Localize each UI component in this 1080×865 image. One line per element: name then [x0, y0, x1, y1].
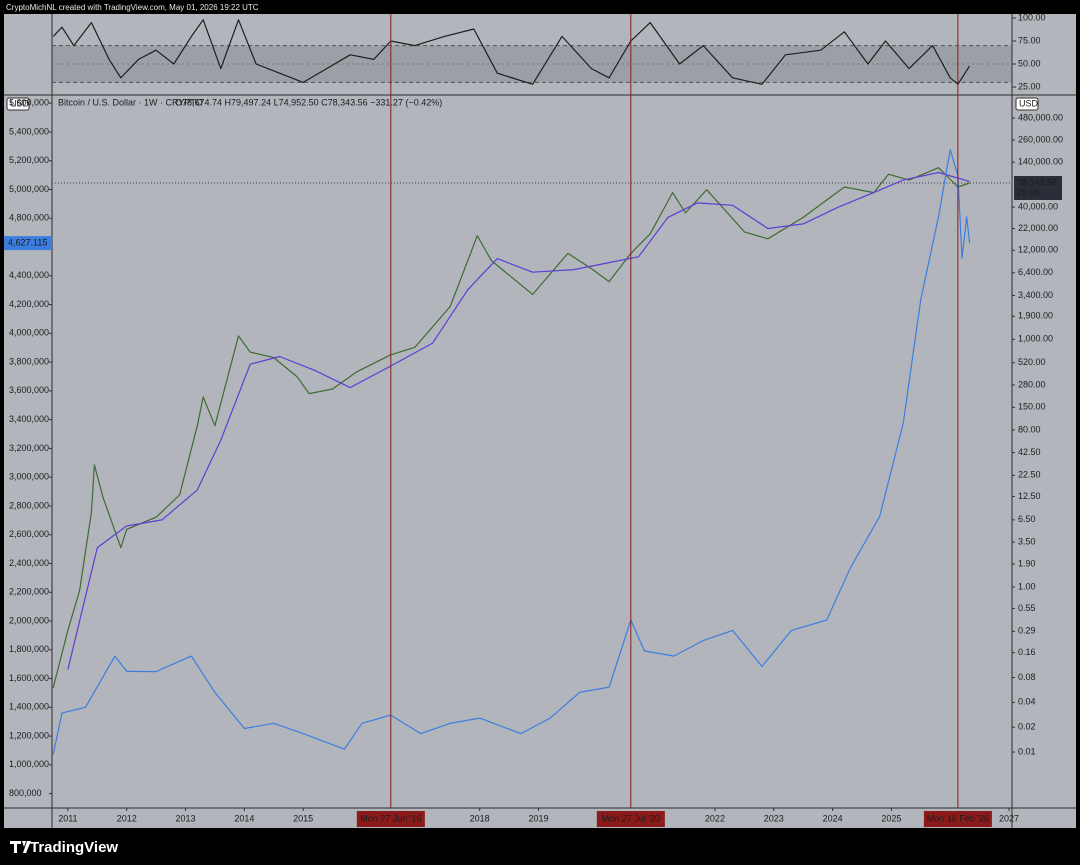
x-tick-label: 2014 [234, 813, 254, 823]
y2-tick-label: 6.50 [1018, 514, 1036, 524]
x-tick-label: 2015 [293, 813, 313, 823]
legend-symbol: Bitcoin / U.S. Dollar · 1W · CRYPTO [58, 97, 203, 107]
y-tick-label: 4,800,000 [9, 213, 49, 223]
date-marker-box [923, 811, 992, 827]
chart-canvas [4, 14, 1076, 828]
y2-tick-label: 0.01 [1018, 746, 1036, 756]
date-marker-label: Mon 27 Jun '16 [360, 813, 421, 823]
brand-text: TradingView [30, 839, 118, 856]
y2-tick-label: 280.00 [1018, 379, 1046, 389]
y-tick-label: 5,400,000 [9, 126, 49, 136]
y2-tick-label: 150.00 [1018, 402, 1046, 412]
y-tick-label: 2,800,000 [9, 500, 49, 510]
x-tick-label: 2024 [823, 813, 843, 823]
y2-tick-label: 6,400.00 [1018, 267, 1053, 277]
y2-tick-label: 22.50 [1018, 470, 1041, 480]
y2-tick-label: 42.50 [1018, 447, 1041, 457]
y-tick-label: 2,600,000 [9, 529, 49, 539]
y2-tick-label: 1.00 [1018, 581, 1036, 591]
y-tick-label: 1,400,000 [9, 702, 49, 712]
header-credit: CryptoMichNL created with TradingView.co… [6, 3, 259, 12]
y2-tick-label: 3,400.00 [1018, 290, 1053, 300]
y-tick-label: 50.00 [1018, 58, 1041, 68]
unit-box [6, 97, 30, 111]
y2-tick-label: 80.00 [1018, 424, 1041, 434]
footer-logo: TradingView [10, 839, 118, 856]
y-tick-label: 4,000,000 [9, 328, 49, 338]
date-marker-label: Mon 27 Jul '20 [602, 813, 660, 823]
y-tick-label: 1,800,000 [9, 644, 49, 654]
x-tick-label: 2025 [881, 813, 901, 823]
y-tick-label: 2,400,000 [9, 558, 49, 568]
x-tick-label: 2027 [999, 813, 1019, 823]
date-marker-box [356, 811, 425, 827]
y-tick-label: 1,200,000 [9, 730, 49, 740]
y-tick-label: 4,400,000 [9, 270, 49, 280]
y-tick-label: 3,400,000 [9, 414, 49, 424]
last-price-box [1014, 175, 1062, 200]
y-tick-label: 3,000,000 [9, 472, 49, 482]
x-tick-label: 2019 [528, 813, 548, 823]
y2-tick-label: 1,000.00 [1018, 334, 1053, 344]
y-tick-label: 800,000 [9, 788, 42, 798]
y-tick-label: 3,800,000 [9, 356, 49, 366]
y2-tick-label: 0.08 [1018, 672, 1036, 682]
y2-tick-label: 40,000.00 [1018, 201, 1058, 211]
y2-tick-label: 260,000.00 [1018, 134, 1063, 144]
y2-tick-label: 0.16 [1018, 647, 1036, 657]
y-tick-label: 5,600,000 [9, 98, 49, 108]
y-tick-label: 5,200,000 [9, 155, 49, 165]
y2-tick-label: 480,000.00 [1018, 112, 1063, 122]
countdown: 2d 5h [1017, 187, 1040, 197]
y-tick-label: 3,200,000 [9, 443, 49, 453]
y2-tick-label: 12,000.00 [1018, 245, 1058, 255]
y-tick-label: 3,600,000 [9, 385, 49, 395]
y2-tick-label: 22,000.00 [1018, 223, 1058, 233]
y2-tick-label: 0.55 [1018, 603, 1036, 613]
x-tick-label: 2011 [58, 813, 77, 823]
y2-unit: USD [1019, 98, 1039, 108]
series-line [52, 19, 971, 85]
x-tick-label: 2013 [176, 813, 196, 823]
y-tick-label: 75.00 [1018, 35, 1041, 45]
y-tick-label: 1,000,000 [9, 759, 49, 769]
y2-tick-label: 3.50 [1018, 536, 1036, 546]
y-tick-label: 100.00 [1018, 12, 1046, 22]
y-tick-label: 1,600,000 [9, 673, 49, 683]
series-line [52, 149, 971, 755]
y-tick-label: 25.00 [1018, 81, 1041, 91]
last-price-label: 78,343.56 [1017, 177, 1057, 187]
y-tick-label: 5,000,000 [9, 184, 49, 194]
y2-tick-label: 0.02 [1018, 722, 1036, 732]
legend-ohlc: O78,674.74 H79,497.24 L74,952.50 C78,343… [175, 97, 442, 107]
y2-tick-label: 1.90 [1018, 558, 1036, 568]
y-tick-label: 2,000,000 [9, 615, 49, 625]
last-value-label: 4,627.115 [8, 238, 47, 248]
y2-tick-label: 1,900.00 [1018, 311, 1053, 321]
x-tick-label: 2023 [764, 813, 784, 823]
unit-box [1015, 97, 1039, 111]
y2-tick-label: 12.50 [1018, 491, 1041, 501]
date-marker-label: Mon 16 Feb '26 [927, 813, 989, 823]
date-marker-box [596, 811, 665, 827]
y-unit: USD [10, 98, 30, 108]
x-tick-label: 2018 [470, 813, 490, 823]
y2-tick-label: 0.29 [1018, 626, 1036, 636]
y-tick-label: 2,200,000 [9, 587, 49, 597]
last-value-box [4, 236, 52, 251]
y2-tick-label: 140,000.00 [1018, 157, 1063, 167]
y-tick-label: 4,200,000 [9, 299, 49, 309]
x-tick-label: 2012 [117, 813, 137, 823]
series-line [67, 171, 970, 670]
y2-tick-label: 0.04 [1018, 697, 1036, 707]
logo-icon [10, 841, 31, 853]
y2-tick-label: 520.00 [1018, 357, 1046, 367]
series-line [52, 167, 970, 688]
x-tick-label: 2022 [705, 813, 725, 823]
